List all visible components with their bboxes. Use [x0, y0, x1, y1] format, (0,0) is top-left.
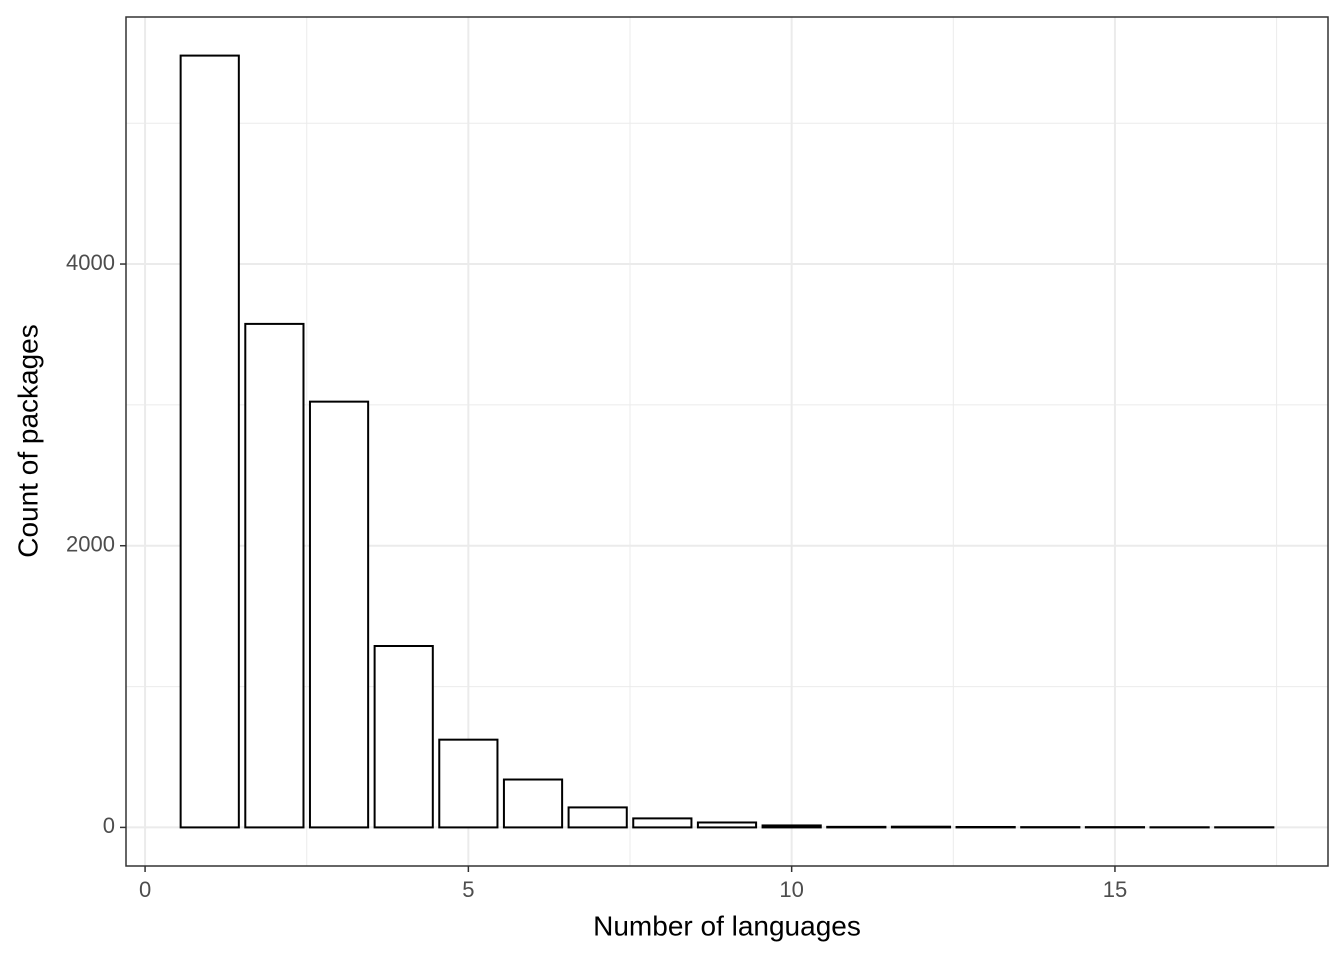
x-axis-title: Number of languages — [593, 910, 861, 941]
bar — [179, 54, 240, 829]
x-tick-label: 15 — [1103, 877, 1127, 902]
bar — [373, 645, 434, 829]
y-tick-label: 4000 — [66, 250, 115, 275]
bar — [632, 817, 693, 829]
bar — [244, 322, 305, 829]
x-tick-label: 0 — [139, 877, 151, 902]
x-tick-label: 10 — [779, 877, 803, 902]
x-tick-label: 5 — [462, 877, 474, 902]
bar — [890, 825, 952, 829]
y-axis-title: Count of packages — [12, 324, 43, 558]
panel-border — [125, 16, 1329, 867]
bar — [502, 778, 564, 829]
bar — [826, 825, 887, 829]
bar — [761, 824, 822, 829]
y-tick-label: 2000 — [66, 532, 115, 557]
bar — [567, 806, 628, 829]
bar — [696, 821, 758, 829]
y-tick-label: 0 — [103, 813, 115, 838]
bar — [438, 738, 499, 829]
bar — [308, 400, 370, 829]
